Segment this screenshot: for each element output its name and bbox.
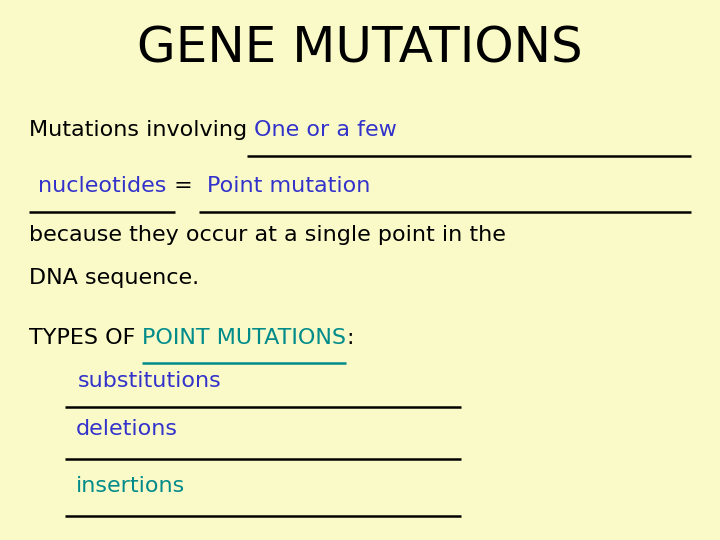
Text: deletions: deletions — [76, 419, 178, 440]
Text: POINT MUTATIONS: POINT MUTATIONS — [143, 327, 346, 348]
Text: Mutations involving: Mutations involving — [29, 119, 254, 140]
Text: GENE MUTATIONS: GENE MUTATIONS — [138, 25, 582, 72]
Text: :: : — [346, 327, 354, 348]
Text: Point mutation: Point mutation — [207, 176, 370, 197]
Text: substitutions: substitutions — [78, 370, 222, 391]
Text: =: = — [166, 176, 199, 197]
Text: nucleotides: nucleotides — [38, 176, 166, 197]
Text: One or a few: One or a few — [254, 119, 397, 140]
Text: insertions: insertions — [76, 476, 185, 496]
Text: because they occur at a single point in the: because they occur at a single point in … — [29, 225, 505, 245]
Text: DNA sequence.: DNA sequence. — [29, 268, 199, 288]
Text: TYPES OF: TYPES OF — [29, 327, 143, 348]
